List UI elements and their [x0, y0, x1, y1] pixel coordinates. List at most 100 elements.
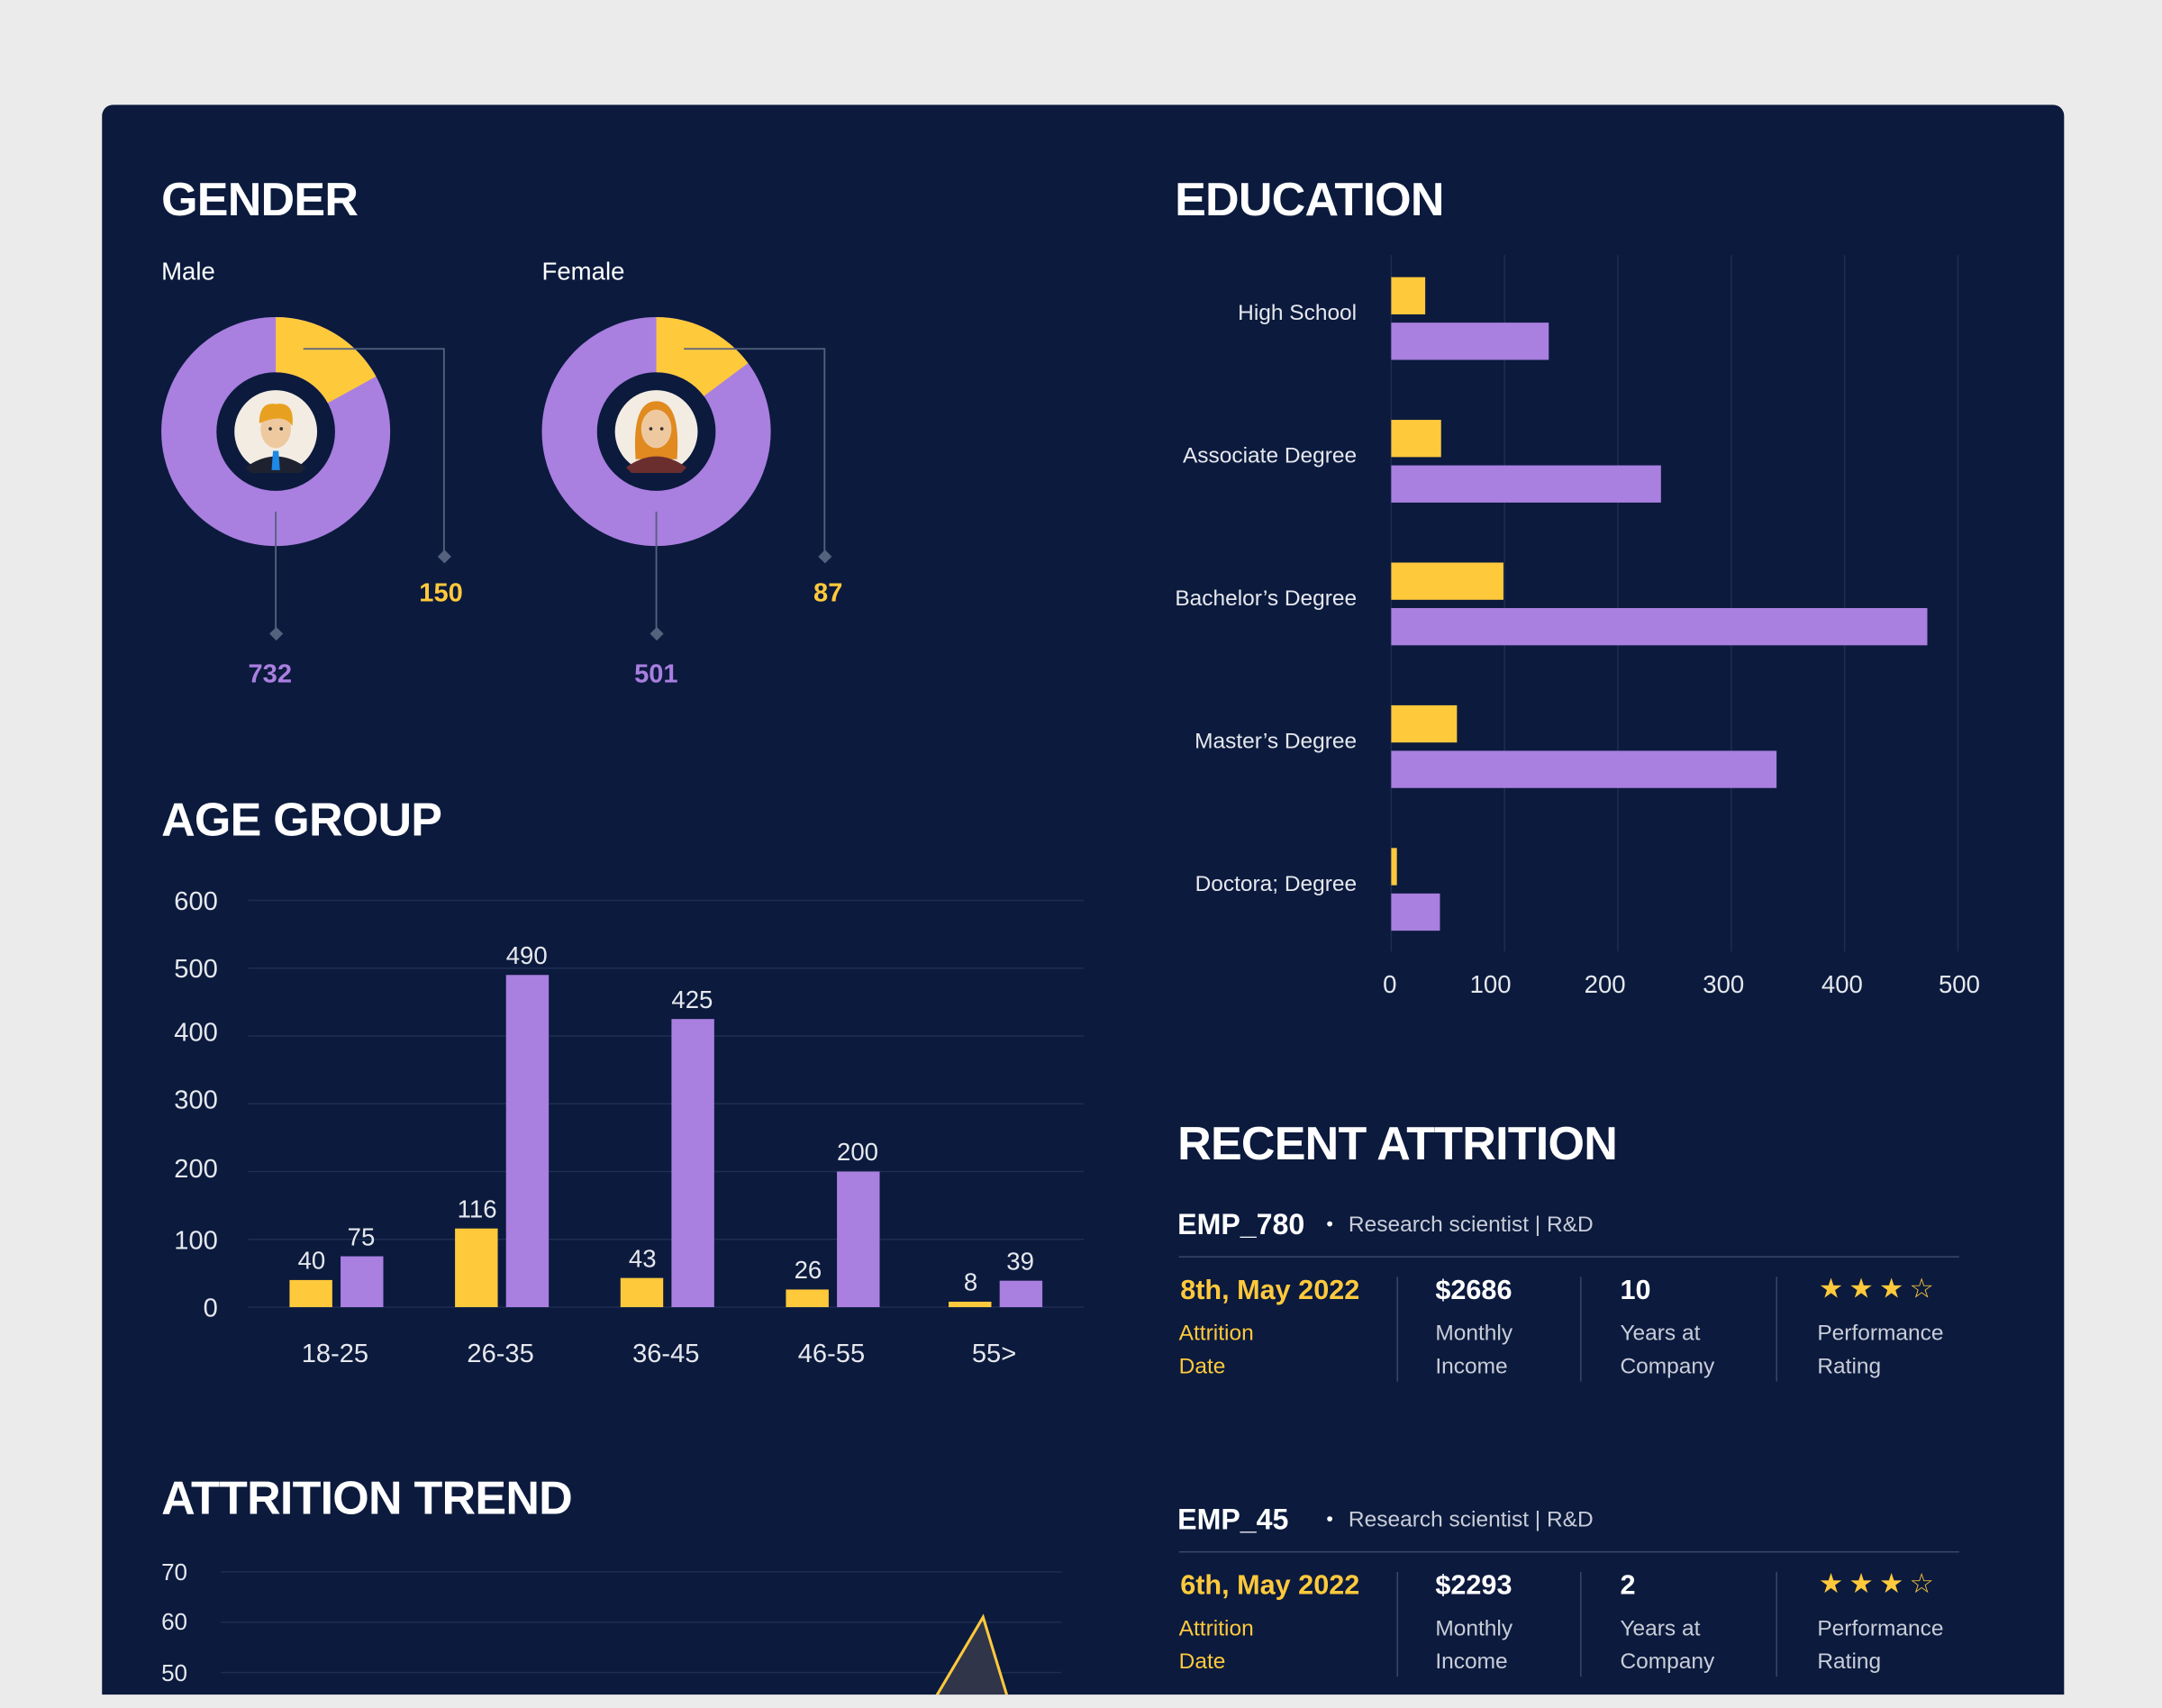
female-attrition-leader-line [684, 348, 826, 558]
edu-x-tick-label: 200 [1585, 970, 1626, 998]
age-y-tick-label: 400 [174, 1019, 218, 1048]
edu-category-label: High School [1238, 301, 1357, 325]
age-x-tick-label: 18-25 [302, 1340, 368, 1368]
rating-label-2: Rating [1817, 1355, 1882, 1379]
female-label: Female [541, 258, 625, 286]
divider [1396, 1571, 1399, 1677]
male-avatar-eye-icon [268, 427, 272, 431]
age-active-data-label: 490 [506, 941, 548, 969]
male-avatar-hair-icon [259, 404, 293, 426]
star-rating-icon: ★★★☆ [1818, 1568, 1940, 1600]
years-at-company: 10 [1620, 1275, 1651, 1306]
attrition-trend-chart: 70 60 50 [161, 1558, 1062, 1695]
age-active-bar [505, 975, 550, 1308]
employee-role: Research scientist | R&D [1348, 1508, 1594, 1532]
age-attrition-data-label: 40 [298, 1247, 326, 1275]
male-active-value: 732 [248, 660, 293, 690]
age-attrition-bar [289, 1279, 332, 1308]
age-x-tick-label: 26-35 [467, 1340, 533, 1368]
female-avatar-body-icon [625, 456, 687, 473]
age-x-tick-label: 46-55 [798, 1340, 865, 1368]
male-attrition-value: 150 [419, 578, 463, 608]
male-attrition-leader-line [303, 348, 445, 558]
age-attrition-bar [949, 1301, 992, 1308]
star-rating-icon: ★★★☆ [1818, 1274, 1940, 1304]
age-attrition-data-label: 26 [795, 1256, 822, 1284]
edu-x-tick-label: 400 [1821, 970, 1863, 998]
age-attrition-data-label: 8 [964, 1268, 977, 1296]
edu-x-tick-label: 500 [1939, 970, 1980, 998]
monthly-income-label: Monthly [1435, 1322, 1513, 1346]
age-attrition-bar [786, 1289, 829, 1308]
edu-active-bar [1391, 750, 1777, 788]
monthly-income: $2686 [1435, 1275, 1512, 1306]
divider [1396, 1276, 1399, 1382]
attrition-date: 8th, May 2022 [1180, 1275, 1360, 1306]
years-label-2: Company [1620, 1650, 1715, 1675]
age-attrition-bar [455, 1228, 498, 1308]
edu-x-tick-label: 300 [1703, 970, 1744, 998]
female-avatar-eye-icon [649, 427, 653, 431]
edu-category-label: Doctora; Degree [1195, 872, 1358, 896]
edu-category-label: Associate Degree [1183, 444, 1357, 468]
age-y-tick-label: 200 [174, 1155, 218, 1184]
age-active-data-label: 425 [671, 986, 713, 1013]
age-active-data-label: 200 [837, 1138, 878, 1166]
monthly-income-label-2: Income [1435, 1355, 1508, 1379]
attrition-date-label: Attrition [1178, 1617, 1254, 1641]
divider [1776, 1571, 1777, 1677]
male-label: Male [161, 258, 215, 286]
age-group-chart: 0 100 200 300 400 500 600 40 75 18-25 116 490 26-35 4… [174, 887, 1085, 1368]
employee-id: EMP_780 [1177, 1209, 1305, 1241]
monthly-income: $2293 [1435, 1570, 1512, 1602]
age-active-bar [999, 1280, 1043, 1308]
age-active-data-label: 75 [348, 1222, 376, 1250]
edu-attrition-bar [1391, 562, 1503, 600]
years-label: Years at [1620, 1322, 1701, 1346]
edu-active-bar [1391, 607, 1928, 646]
edu-attrition-bar [1391, 277, 1426, 314]
divider [1580, 1571, 1582, 1677]
age-y-tick-label: 600 [174, 887, 218, 916]
female-attrition-value: 87 [813, 578, 843, 608]
age-active-bar [671, 1019, 714, 1308]
attrition-trend-title: ATTRITION TREND [161, 1472, 573, 1525]
education-chart: 0 100 200 300 400 500 High School Associate Deg… [1175, 255, 1980, 998]
gender-donuts [161, 317, 832, 641]
attrition-date-label-2: Date [1178, 1355, 1226, 1379]
edu-x-tick-label: 0 [1383, 970, 1396, 998]
age-x-tick-label: 36-45 [632, 1340, 699, 1368]
rating-label: Performance [1817, 1322, 1944, 1346]
edu-active-bar [1391, 893, 1440, 931]
recent-attrition-title: RECENT ATTRITION [1177, 1118, 1618, 1171]
edu-attrition-bar [1391, 848, 1397, 886]
age-y-tick-label: 0 [204, 1295, 218, 1323]
age-active-bar [341, 1256, 384, 1308]
male-avatar-tie-icon [271, 450, 280, 470]
female-active-value: 501 [634, 660, 678, 690]
trend-area-peak [935, 1613, 1009, 1695]
gender-title: GENDER [161, 173, 359, 227]
rating-label-2: Rating [1817, 1650, 1882, 1675]
rating-label: Performance [1817, 1617, 1944, 1641]
attrition-date-label-2: Date [1178, 1650, 1226, 1675]
male-attrition-leader-marker [437, 550, 451, 564]
age-attrition-data-label: 116 [458, 1195, 497, 1222]
age-y-tick-label: 100 [174, 1227, 218, 1256]
age-attrition-bar [620, 1277, 664, 1308]
age-attrition-data-label: 43 [629, 1244, 657, 1272]
employee-role: Research scientist | R&D [1348, 1213, 1594, 1237]
years-label-2: Company [1620, 1355, 1715, 1379]
male-attrition-slice [276, 317, 377, 404]
separator-dot: • [1326, 1212, 1333, 1234]
edu-active-bar [1391, 465, 1661, 503]
trend-y-tick-label: 70 [161, 1558, 187, 1585]
employee-id: EMP_45 [1177, 1504, 1289, 1537]
edu-category-label: Bachelor’s Degree [1175, 586, 1357, 611]
male-avatar-eye-icon [279, 427, 284, 431]
years-at-company: 2 [1620, 1570, 1636, 1602]
attrition-date: 6th, May 2022 [1180, 1570, 1360, 1602]
female-avatar-eye-icon [659, 427, 664, 431]
divider [1580, 1276, 1582, 1382]
edu-x-tick-label: 100 [1470, 970, 1512, 998]
